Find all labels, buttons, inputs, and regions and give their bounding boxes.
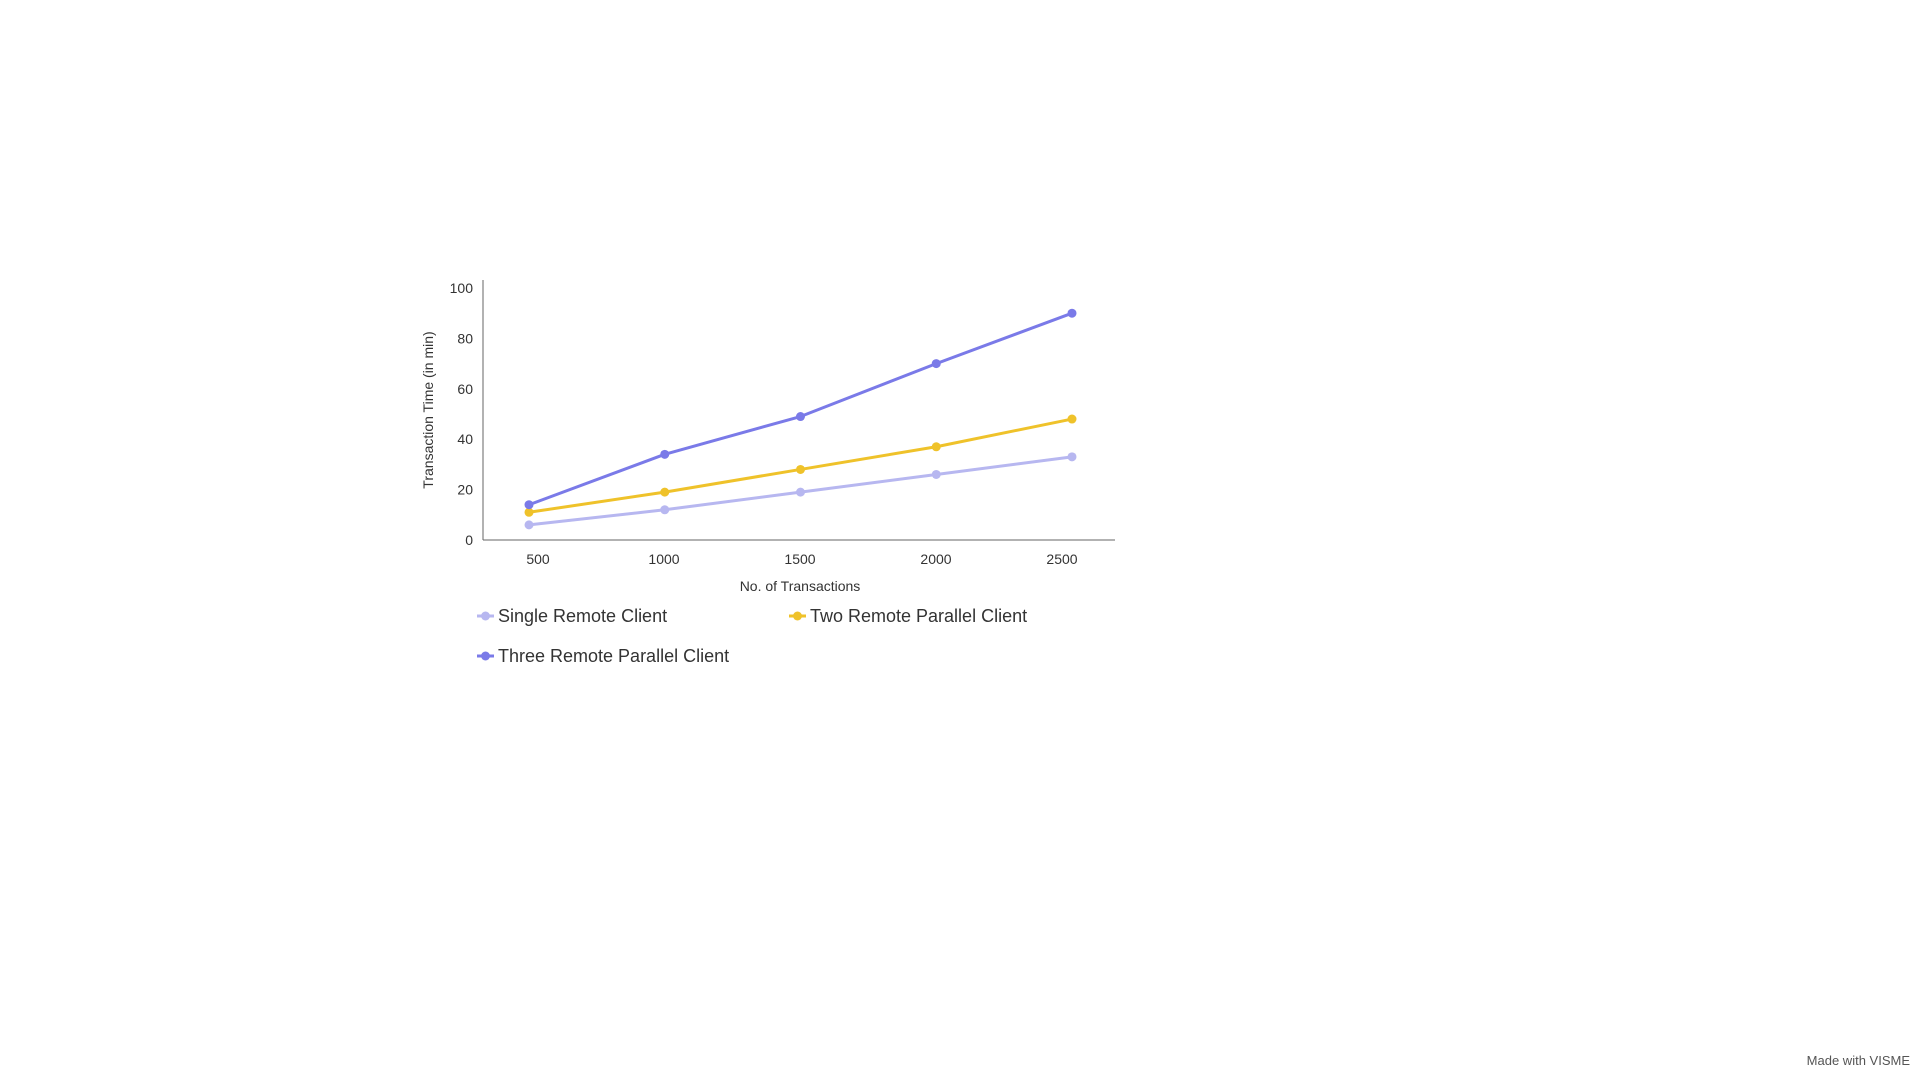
data-point (931, 469, 941, 479)
chart-axes (482, 280, 1115, 541)
data-point (931, 359, 941, 369)
data-point (524, 507, 534, 517)
legend-item: Single Remote Client (477, 606, 667, 626)
data-point (1067, 452, 1077, 462)
y-tick-label: 100 (450, 280, 474, 296)
legend-dot-marker (793, 611, 802, 621)
data-point (931, 442, 941, 452)
made-with-footer: Made with VISME (1806, 1053, 1910, 1068)
y-tick-label: 80 (457, 330, 473, 346)
x-axis-title: No. of Transactions (740, 578, 861, 594)
data-point (660, 505, 670, 515)
data-point (660, 449, 670, 459)
y-tick-labels: 0 20 40 60 80 100 (450, 280, 474, 548)
data-point (1067, 414, 1077, 424)
legend-label: Three Remote Parallel Client (498, 646, 729, 666)
x-tick-label: 2000 (920, 551, 951, 567)
y-axis-title: Transaction Time (in min) (420, 331, 436, 488)
legend-dot-marker (481, 611, 490, 621)
data-point (796, 487, 805, 497)
data-point (660, 487, 670, 497)
data-point (524, 500, 534, 510)
legend-item: Three Remote Parallel Client (477, 646, 729, 666)
data-point (796, 412, 805, 422)
data-point (796, 464, 805, 474)
series-line (527, 311, 1074, 507)
x-tick-label: 1500 (784, 551, 815, 567)
data-point (524, 520, 534, 530)
legend-label: Single Remote Client (498, 606, 667, 626)
y-tick-label: 60 (457, 381, 473, 397)
legend-label: Two Remote Parallel Client (810, 606, 1027, 626)
y-tick-label: 0 (465, 532, 473, 548)
x-tick-labels: 500 1000 1500 2000 2500 (526, 551, 1077, 567)
data-point (1067, 308, 1077, 318)
y-tick-label: 20 (457, 482, 473, 498)
x-tick-label: 2500 (1046, 551, 1077, 567)
legend-dot-marker (481, 651, 490, 661)
chart-legend: Single Remote Client Two Remote Parallel … (477, 606, 1027, 666)
x-tick-label: 1000 (648, 551, 679, 567)
series-layer (524, 308, 1077, 530)
x-tick-label: 500 (526, 551, 550, 567)
legend-item: Two Remote Parallel Client (789, 606, 1027, 626)
y-tick-label: 40 (457, 431, 473, 447)
